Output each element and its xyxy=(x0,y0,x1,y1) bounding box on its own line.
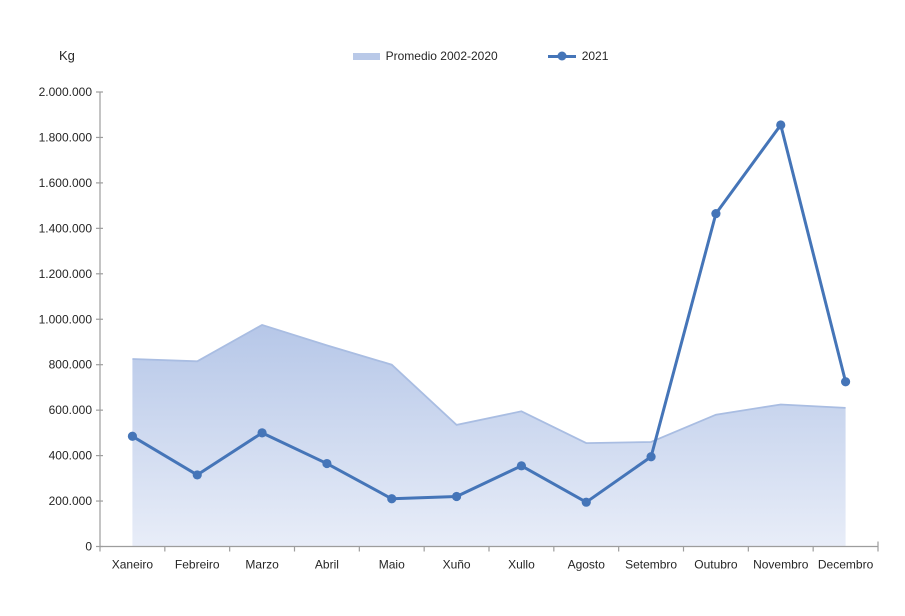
x-category-label: Maio xyxy=(379,558,405,572)
y-tick-label: 1.400.000 xyxy=(39,221,93,235)
x-category-label: Agosto xyxy=(568,558,606,572)
y-tick-label: 800.000 xyxy=(49,358,93,372)
series-2021-marker xyxy=(646,452,656,462)
x-category-label: Outubro xyxy=(694,558,738,572)
promedio-area xyxy=(132,324,846,547)
series-2021-marker xyxy=(387,494,397,504)
series-2021-marker xyxy=(776,120,786,130)
x-category-label: Xaneiro xyxy=(112,558,154,572)
x-category-label: Setembro xyxy=(625,558,677,572)
x-category-label: Marzo xyxy=(245,558,279,572)
y-tick-label: 200.000 xyxy=(49,494,93,508)
chart-legend: Promedio 2002-2020 2021 xyxy=(28,49,905,63)
y-axis-title: Kg xyxy=(59,48,75,63)
y-tick-label: 400.000 xyxy=(49,449,93,463)
y-tick-label: 600.000 xyxy=(49,403,93,417)
y-tick-label: 1.800.000 xyxy=(39,130,93,144)
y-tick-label: 2.000.000 xyxy=(39,85,93,99)
y-tick-label: 1.600.000 xyxy=(39,176,93,190)
legend-label-2021: 2021 xyxy=(581,49,609,63)
series-2021-marker xyxy=(451,491,462,502)
legend-item-2021: 2021 xyxy=(547,49,609,63)
legend-item-promedio: Promedio 2002-2020 xyxy=(352,49,498,63)
series-2021-marker xyxy=(192,470,202,480)
legend-marker-dot xyxy=(557,51,567,61)
x-category-label: Novembro xyxy=(753,558,809,572)
y-tick-label: 1.200.000 xyxy=(39,267,93,281)
series-2021-marker xyxy=(581,497,591,507)
x-category-label: Febreiro xyxy=(175,558,220,572)
series-2021-marker xyxy=(516,461,527,471)
series-2021-marker xyxy=(840,377,851,387)
x-category-label: Abril xyxy=(315,558,339,572)
series-2021-marker xyxy=(127,431,138,441)
x-category-label: Xuño xyxy=(443,558,471,572)
y-tick-label: 0 xyxy=(85,540,92,554)
series-2021-marker xyxy=(322,458,332,469)
y-tick-label: 1.000.000 xyxy=(39,312,93,326)
x-category-label: Decembro xyxy=(818,558,874,572)
promedio-area-edge xyxy=(132,323,846,445)
x-category-label: Xullo xyxy=(508,558,535,572)
series-2021-line xyxy=(130,123,848,504)
legend-line-swatch xyxy=(547,51,576,61)
series-2021-marker xyxy=(257,428,267,438)
series-2021-marker xyxy=(711,208,721,219)
legend-area-swatch xyxy=(352,52,380,60)
legend-label-promedio: Promedio 2002-2020 xyxy=(385,49,498,63)
